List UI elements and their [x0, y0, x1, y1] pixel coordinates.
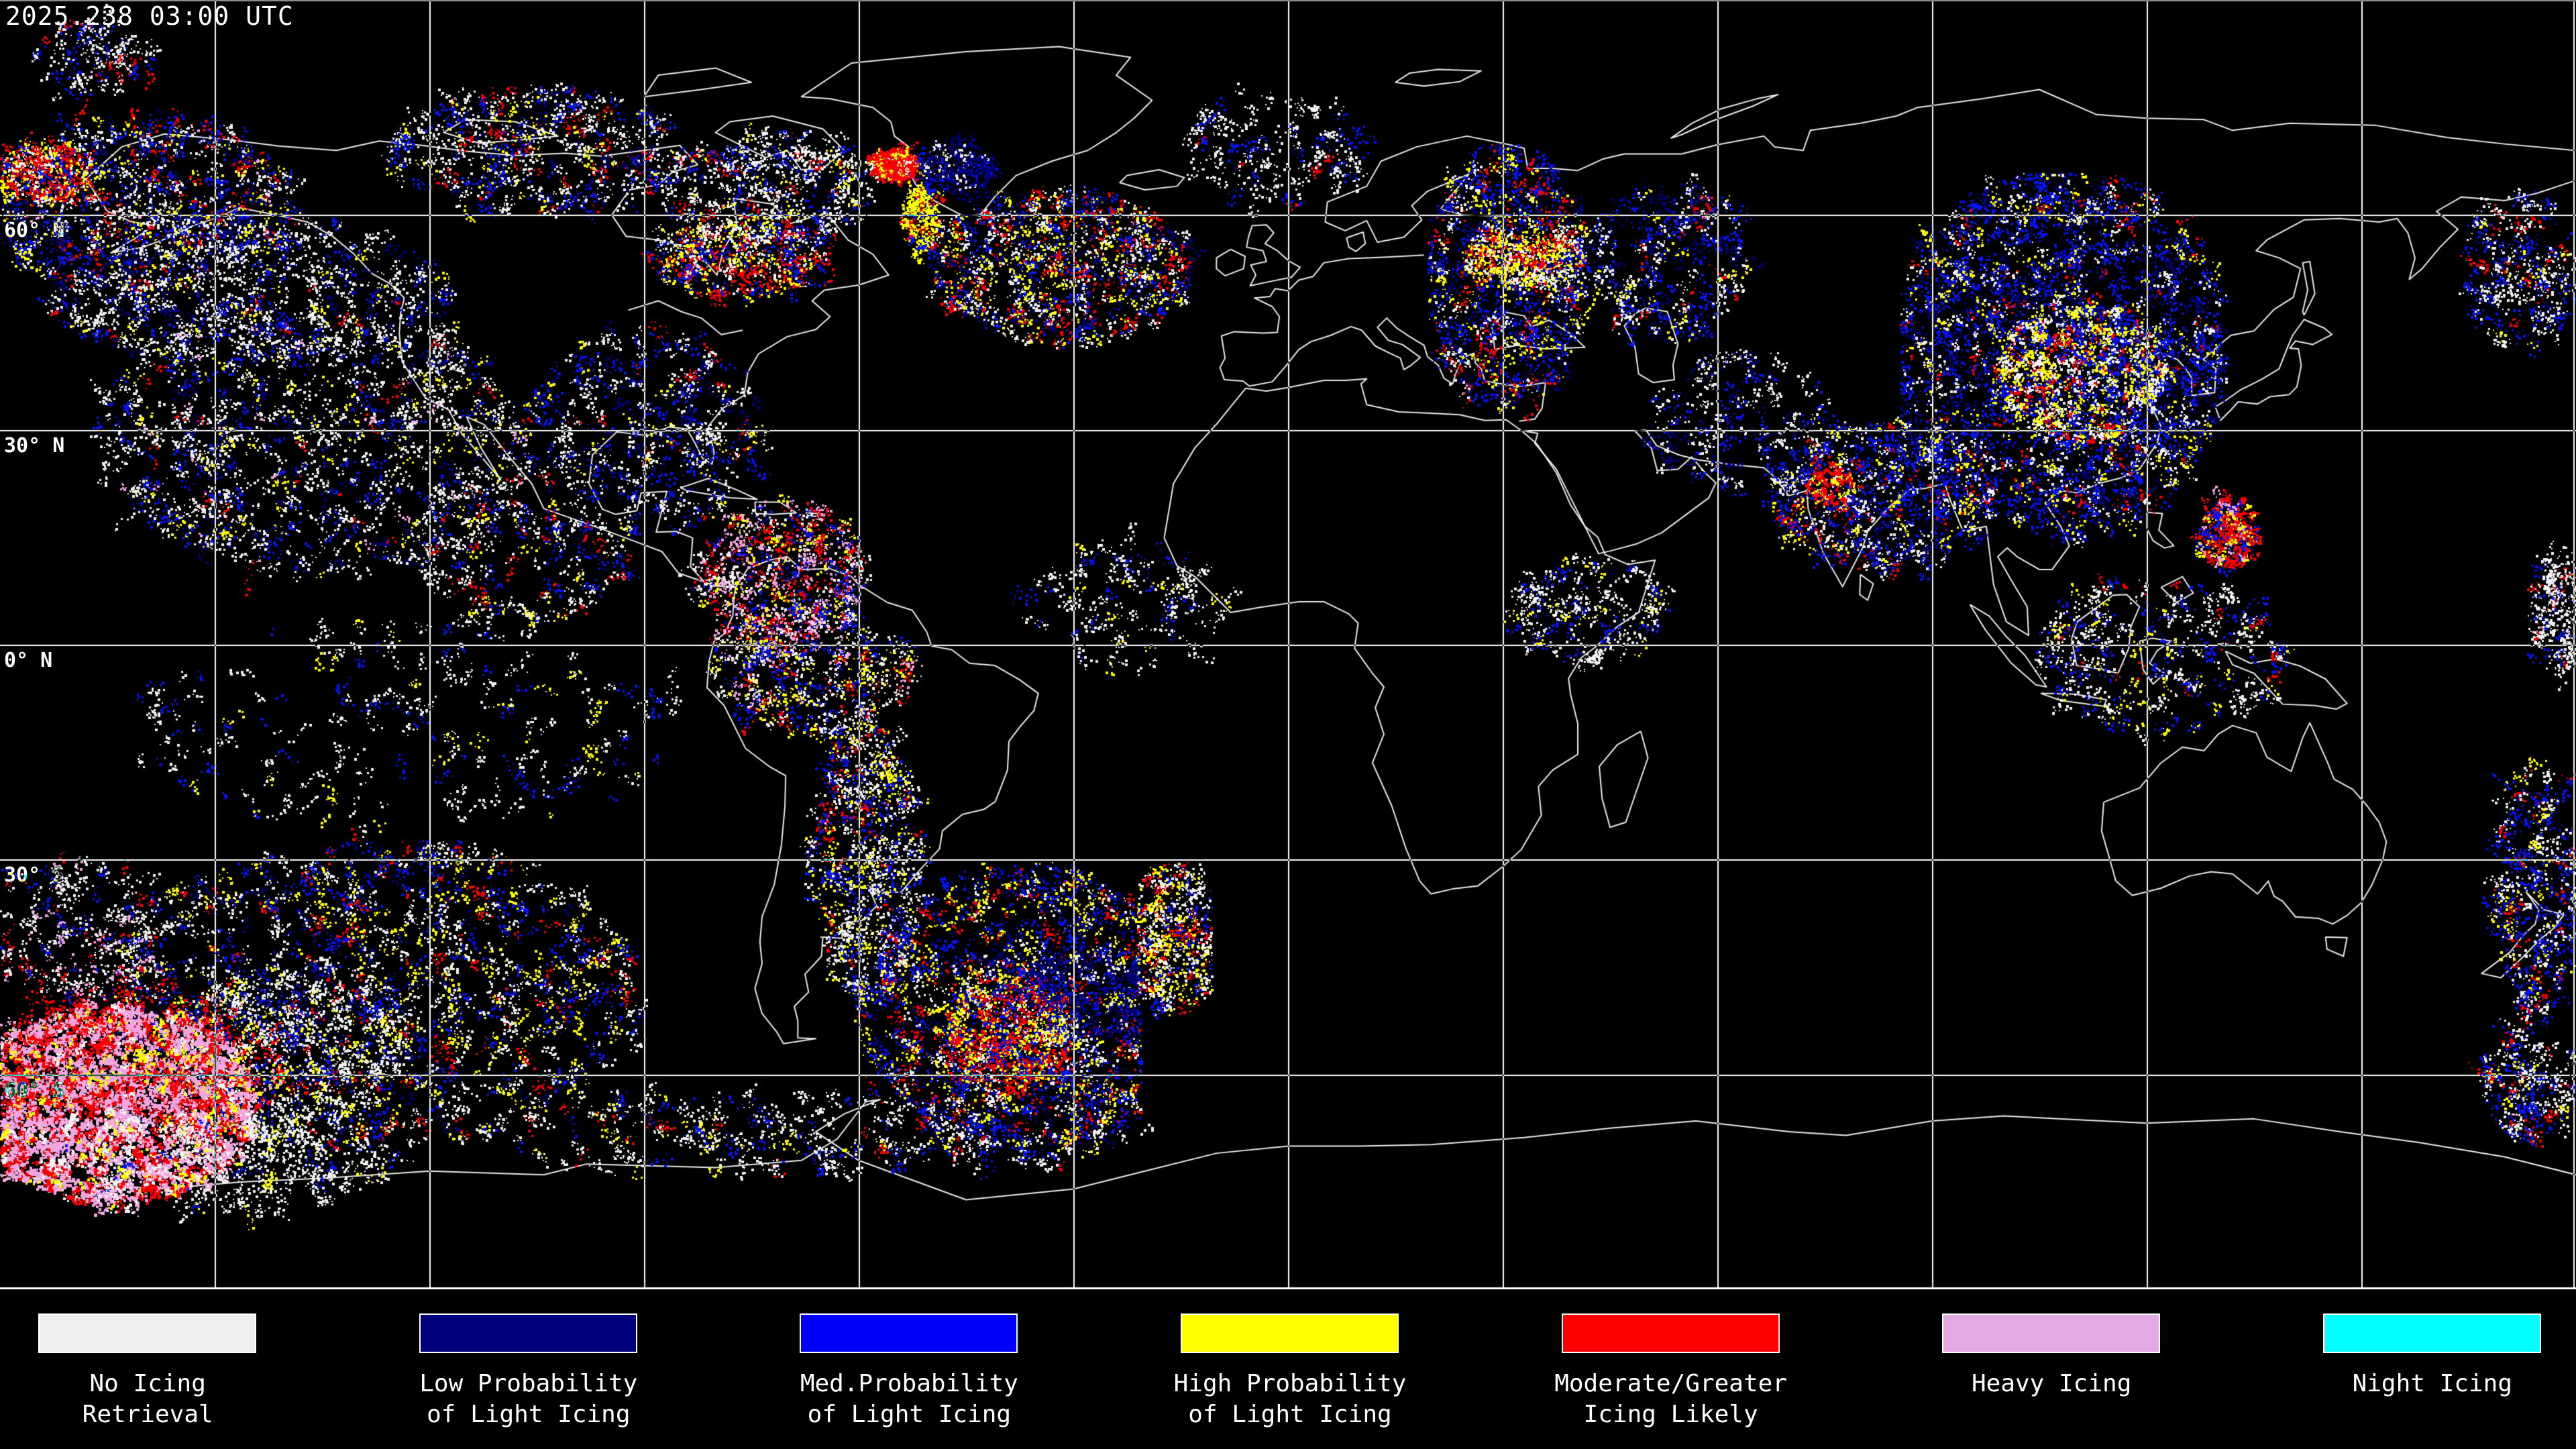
legend-label-line2: Icing Likely — [1583, 1401, 1758, 1428]
lat-label: 30° N — [4, 434, 65, 458]
legend-label-line1: Med.Probability — [800, 1370, 1018, 1397]
lat-label: 60° N — [4, 219, 65, 242]
legend-label: No Icing Retrieval — [0, 1368, 335, 1430]
legend-swatch-med-probability-light-icing — [800, 1313, 1018, 1353]
legend-label-line2: of Light Icing — [807, 1401, 1012, 1428]
legend-swatch-low-probability-light-icing — [419, 1313, 637, 1353]
legend-label: Low Probability of Light Icing — [341, 1368, 716, 1430]
legend-swatch-moderate-greater-icing-likely — [1561, 1313, 1780, 1353]
legend-swatch-no-icing-retrieval — [38, 1313, 257, 1353]
legend-label-line1: Heavy Icing — [1971, 1370, 2132, 1397]
legend-label-line2: of Light Icing — [1188, 1401, 1392, 1428]
legend-label: Night Icing — [2245, 1368, 2576, 1399]
legend-label: Heavy Icing — [1864, 1368, 2239, 1399]
legend-label-line2: Retrieval — [82, 1401, 213, 1428]
legend-label-line2: of Light Icing — [427, 1401, 631, 1428]
legend-swatch-heavy-icing — [1942, 1313, 2161, 1353]
legend-label-line1: No Icing — [89, 1370, 206, 1397]
legend-label: High Probability of Light Icing — [1102, 1368, 1478, 1430]
legend-label: Med.Probability of Light Icing — [721, 1368, 1097, 1430]
legend: No Icing Retrieval Low Probability of Light… — [0, 1289, 2576, 1449]
legend-label-line1: Night Icing — [2352, 1370, 2512, 1397]
timestamp: 2025.238 03:00 UTC — [5, 1, 294, 31]
legend-label-line1: Low Probability — [419, 1370, 638, 1397]
icing-map-canvas — [0, 0, 2576, 1289]
legend-label-line1: Moderate/Greater — [1554, 1370, 1787, 1397]
legend-swatch-high-probability-light-icing — [1181, 1313, 1399, 1353]
lat-label: 0° N — [4, 649, 53, 672]
legend-swatch-night-icing — [2322, 1313, 2541, 1353]
legend-label-line1: High Probability — [1173, 1370, 1407, 1397]
legend-label: Moderate/Greater Icing Likely — [1483, 1368, 1859, 1430]
lat-label: 30° S — [4, 863, 65, 887]
lat-label: 60° S — [4, 1079, 65, 1102]
